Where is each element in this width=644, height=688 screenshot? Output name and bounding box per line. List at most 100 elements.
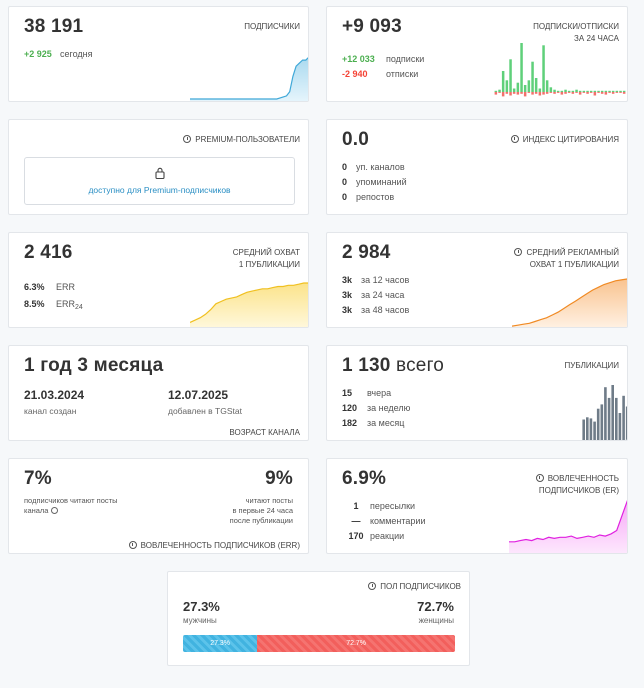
er-title: ВОВЛЕЧЕННОСТЬ ПОДПИСЧИКОВ (ER) [535, 473, 619, 497]
unsubs-bar [531, 92, 534, 95]
reach-value: 2 416 [24, 242, 73, 263]
publication-bar [611, 385, 614, 440]
subs-bar [542, 45, 545, 92]
premium-card[interactable]: PREMIUM-ПОЛЬЗОВАТЕЛИ доступно для Premiu… [8, 119, 309, 215]
pub-row-yesterday: 15 вчера [342, 388, 391, 398]
er-title-line1: ВОВЛЕЧЕННОСТЬ [547, 474, 619, 483]
er-card[interactable]: 6.9% ВОВЛЕЧЕННОСТЬ ПОДПИСЧИКОВ (ER) 1 пер… [326, 458, 628, 554]
gender-title-text: ПОЛ ПОДПИСЧИКОВ [380, 582, 461, 591]
publication-bar [514, 440, 517, 441]
publications-card[interactable]: 1 130 всего ПУБЛИКАЦИИ 15 вчера 120 за нед… [326, 345, 628, 441]
ad-reach-12h-label: за 12 часов [361, 275, 410, 285]
male-label: мужчины [183, 616, 217, 625]
reach-title-line1: СРЕДНИЙ ОХВАТ [232, 248, 300, 257]
pub-yesterday-label: вчера [367, 388, 392, 398]
publication-bar [618, 413, 622, 440]
citation-mentions-value: 0 [342, 177, 348, 187]
premium-link[interactable]: доступно для Premium-подписчиков [88, 185, 231, 195]
subs-bar [520, 43, 523, 92]
gender-card[interactable]: ПОЛ ПОДПИСЧИКОВ 27.3% мужчины 72.7% женщ… [167, 571, 470, 666]
publication-bar [557, 440, 560, 441]
unsubs-bar [604, 92, 608, 95]
err-card[interactable]: 7% подписчиков читают посты канала 9% чи… [8, 458, 309, 554]
publication-bar [521, 440, 524, 441]
ad-reach-12h-value: 3k [342, 275, 353, 285]
subscribers-title: ПОДПИСЧИКИ [244, 22, 300, 31]
publication-bar [535, 440, 538, 441]
sub-unsub-title-line1: ПОДПИСКИ/ОТПИСКИ [533, 22, 619, 31]
sub-unsub-bars [494, 43, 626, 97]
unsubs-bar [516, 92, 520, 95]
publication-bar [593, 421, 596, 440]
added-label: добавлен в TGStat [168, 406, 242, 416]
unsubs-bar [560, 92, 564, 95]
citation-card[interactable]: 0.0 ИНДЕКС ЦИТИРОВАНИЯ 0 уп. каналов 0 упо… [326, 119, 628, 215]
female-value: 72.7% [417, 599, 454, 614]
info-icon [510, 135, 519, 143]
unsubs-bar [578, 92, 582, 95]
publication-bar [572, 440, 575, 441]
reach-card[interactable]: 2 416 СРЕДНИЙ ОХВАТ 1 ПУБЛИКАЦИИ 6.3% ERR… [8, 232, 309, 328]
subs-bar [505, 80, 509, 92]
unsubs-bar [622, 92, 626, 94]
subs-bar [556, 90, 560, 92]
publication-bar [596, 408, 600, 440]
citation-row-mentions: 0 упоминаний [342, 177, 407, 187]
ad-reach-card[interactable]: 2 984 СРЕДНИЙ РЕКЛАМНЫЙ ОХВАТ 1 ПУБЛИКАЦ… [326, 232, 628, 328]
unsubs-bar [593, 92, 597, 96]
unsubs-bar [619, 92, 622, 93]
publications-total: 1 130 всего [342, 355, 444, 377]
err-title: ВОВЛЕЧЕННОСТЬ ПОДПИСЧИКОВ (ERR) [128, 540, 300, 552]
subscribers-count: 38 191 [24, 16, 84, 37]
publication-bar [553, 440, 556, 441]
unsubs-row: -2 940 отписки [342, 69, 418, 79]
unsubs-bar [512, 92, 516, 94]
subs-bar [615, 90, 619, 92]
subscribers-spark-line [190, 57, 308, 100]
subs-row: +12 033 подписки [342, 54, 424, 64]
subs-bar [593, 90, 597, 92]
citation-row-channels: 0 уп. каналов [342, 162, 405, 172]
subs-bar [545, 80, 549, 92]
ad-reach-24h-value: 3k [342, 290, 353, 300]
err24-row: 8.5% ERR24 [24, 299, 83, 311]
subs-bar [523, 85, 527, 92]
err-right-caption: читают посты в первые 24 часа после публ… [230, 496, 293, 526]
unsubs-bar [615, 92, 619, 93]
subs-bar [501, 71, 505, 92]
err-row: 6.3% ERR [24, 282, 75, 292]
female-bar: 72.7% [257, 635, 455, 652]
female-label: женщины [418, 616, 454, 625]
channel-age: 1 год 3 месяца [24, 355, 164, 376]
subs-bar [600, 90, 604, 92]
subs-bar [575, 89, 578, 92]
unsubs-bar [534, 92, 538, 94]
age-card[interactable]: 1 год 3 месяца 21.03.2024 канал создан 1… [8, 345, 309, 441]
subscribers-card[interactable]: 38 191 ПОДПИСЧИКИ +2 925 сегодня [8, 6, 309, 102]
info-icon [535, 474, 544, 482]
pub-week-label: за неделю [367, 403, 411, 413]
ad-reach-48h-value: 3k [342, 305, 353, 315]
ad-reach-title-line1: СРЕДНИЙ РЕКЛАМНЫЙ [526, 248, 619, 257]
unsubs-bar [520, 92, 523, 94]
sub-unsub-card[interactable]: +9 093 ПОДПИСКИ/ОТПИСКИ ЗА 24 ЧАСА +12 0… [326, 6, 628, 102]
subs-bar [534, 78, 538, 92]
info-icon [128, 541, 137, 549]
ad-reach-sparkline [512, 278, 627, 327]
reach-sparkline [190, 282, 308, 327]
premium-title-text: PREMIUM-ПОЛЬЗОВАТЕЛИ [195, 135, 300, 144]
citation-reposts-label: репостов [356, 192, 395, 202]
pub-row-month: 182 за месяц [342, 418, 404, 428]
reach-spark-area [190, 283, 308, 327]
subs-bar [498, 89, 501, 92]
subs-bar [589, 90, 593, 92]
er-value: 6.9% [342, 468, 387, 489]
info-icon [514, 248, 523, 256]
er-row-comments: — комментарии [342, 516, 426, 526]
premium-lock-box[interactable]: доступно для Premium-подписчиков [24, 157, 295, 205]
subs-bar [553, 89, 556, 92]
male-bar: 27.3% [183, 635, 258, 652]
err24-value: 8.5% [24, 299, 45, 309]
publication-bar [528, 440, 531, 441]
pub-row-week: 120 за неделю [342, 403, 410, 413]
